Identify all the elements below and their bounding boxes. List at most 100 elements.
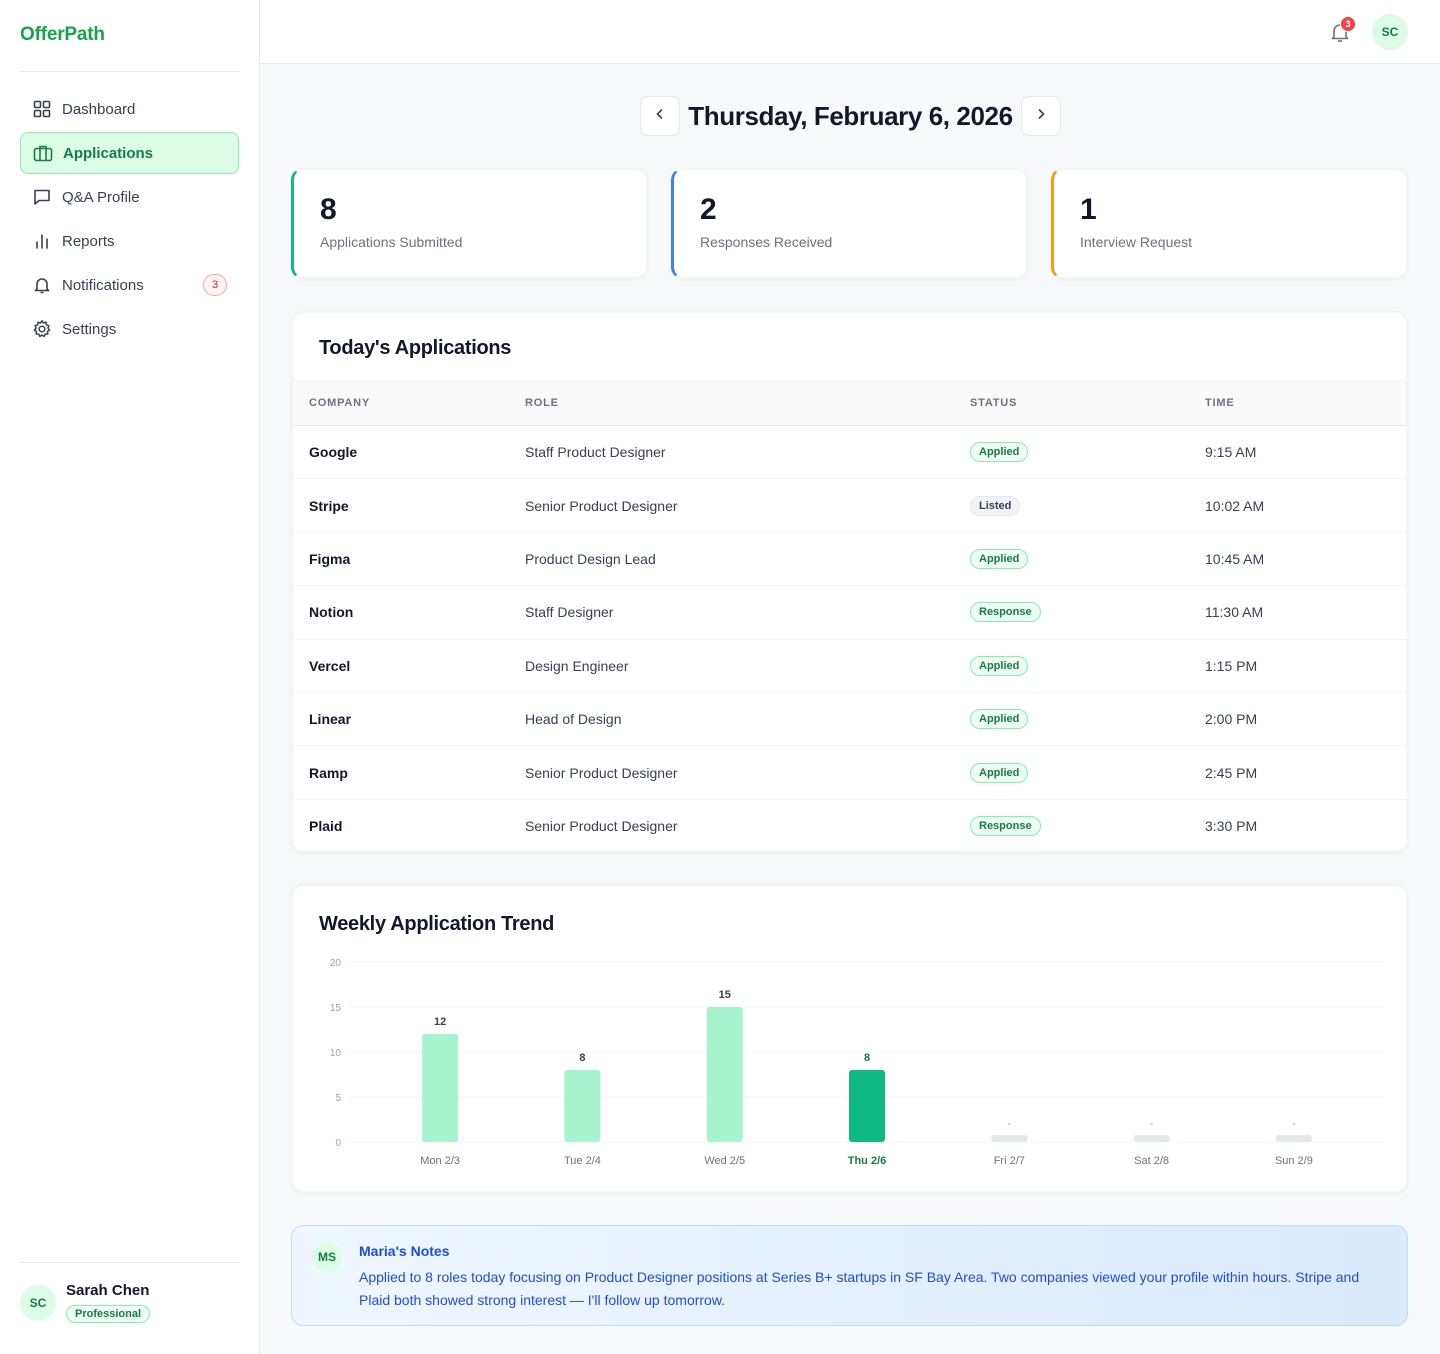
stat-label: Responses Received [700,234,833,250]
y-tick-label: 20 [330,958,342,969]
x-tick-label: Tue 2/4 [564,1155,601,1167]
table-row[interactable]: Figma Product Design Lead Applied 10:45 AM [293,532,1406,586]
chart-bar [564,1070,601,1142]
applications-table: COMPANY ROLE STATUS TIME Google Staff Pro… [293,380,1406,851]
gear-icon [32,319,52,339]
y-tick-label: 0 [335,1138,341,1149]
stat-value: 8 [320,193,337,226]
time-cell: 10:02 AM [1205,497,1265,514]
chevron-right-icon [1035,107,1047,125]
time-cell: 1:15 PM [1205,657,1258,674]
time-cell: 2:00 PM [1205,711,1258,728]
role-cell: Design Engineer [525,657,629,674]
status-cell: Applied [954,639,1189,692]
dashboard-icon [32,99,52,119]
next-day-button[interactable] [1020,96,1061,136]
chart-bar [706,1007,743,1142]
sidebar-item-reports[interactable]: Reports [20,220,239,262]
bar-value-label: - [1150,1118,1154,1130]
sidebar-item-label: Settings [62,320,117,338]
applications-panel: Today's Applications COMPANY ROLE STATUS… [291,311,1408,853]
sidebar-item-label: Applications [63,144,154,162]
table-row[interactable]: Linear Head of Design Applied 2:00 PM [293,692,1406,746]
status-badge: Response [970,816,1041,837]
status-cell: Listed [954,479,1189,532]
section-title: Today's Applications [319,337,512,359]
time-cell: 2:45 PM [1205,764,1258,781]
chart-bar-empty [1275,1135,1312,1142]
status-cell: Applied [954,426,1189,479]
company-cell: Vercel [309,657,351,674]
section-title: Weekly Application Trend [319,913,555,935]
x-tick-label: Thu 2/6 [848,1155,887,1167]
stat-value: 2 [700,193,717,226]
company-cell: Stripe [309,497,349,514]
bar-value-label: 8 [579,1052,585,1064]
sidebar-item-dashboard[interactable]: Dashboard [20,88,239,130]
company-cell: Ramp [309,764,348,781]
sidebar-item-label: Notifications [62,276,144,294]
x-tick-label: Sun 2/9 [1275,1155,1313,1167]
x-tick-label: Wed 2/5 [704,1155,745,1167]
time-cell: 10:45 AM [1205,550,1265,567]
stat-value: 1 [1080,193,1097,226]
table-row[interactable]: Ramp Senior Product Designer Applied 2:45 P… [293,746,1406,800]
previous-day-button[interactable] [640,96,680,136]
table-row[interactable]: Stripe Senior Product Designer Listed 10:02… [293,479,1406,533]
sidebar-item-notifications[interactable]: Notifications 3 [20,264,239,306]
avatar[interactable]: SC [1372,14,1408,50]
sidebar-item-label: Dashboard [62,100,136,118]
weekly-trend-panel: Weekly Application Trend 0 5 10 15 20 12 Mon 2… [291,884,1408,1193]
chart-bar-empty [1133,1135,1170,1142]
sidebar-item-settings[interactable]: Settings [20,308,239,350]
sidebar-item-label: Q&A Profile [62,188,140,206]
table-header-row: COMPANY ROLE STATUS TIME [293,380,1406,426]
company-cell: Notion [309,604,354,621]
bell-icon [32,275,52,295]
role-cell: Senior Product Designer [525,764,678,781]
chart-bar-empty [991,1135,1028,1142]
sidebar-item-qa-profile[interactable]: Q&A Profile [20,176,239,218]
user-profile[interactable]: SC Sarah Chen Professional [20,1282,151,1323]
status-cell: Applied [954,746,1189,799]
time-cell: 9:15 AM [1205,444,1257,461]
role-cell: Product Design Lead [525,550,656,567]
column-header-company[interactable]: COMPANY [309,397,371,409]
status-badge: Response [970,602,1041,623]
sidebar: OfferPath Dashboard Applications Q&A Pro… [0,0,260,1354]
weekly-trend-chart: 0 5 10 15 20 12 Mon 2/3 8 Tue 2/4 15 Wed 2/5 8 Thu 2… [330,958,1385,1167]
column-header-role[interactable]: ROLE [525,397,559,409]
chart-bar [422,1034,459,1142]
y-tick-label: 15 [330,1003,342,1014]
status-badge: Applied [970,548,1029,569]
bar-chart-icon [32,231,52,251]
role-cell: Head of Design [525,711,622,728]
time-cell: 3:30 PM [1205,818,1258,835]
status-cell: Applied [954,692,1189,745]
status-badge: Applied [970,762,1029,783]
sidebar-divider [20,1262,239,1263]
app-logo[interactable]: OfferPath [20,24,105,45]
x-tick-label: Sat 2/8 [1134,1155,1169,1167]
page-title: Thursday, February 6, 2026 [688,100,1013,131]
company-cell: Figma [309,550,351,567]
bar-value-label: - [1007,1118,1011,1130]
avatar: MS [312,1242,342,1272]
company-cell: Linear [309,711,352,728]
column-header-time[interactable]: TIME [1205,397,1235,409]
status-badge: Applied [970,442,1029,463]
table-row[interactable]: Google Staff Product Designer Applied 9:15 … [293,426,1406,479]
top-bar: 3 SC [260,0,1440,64]
status-cell: Applied [954,532,1189,585]
status-badge: Applied [970,655,1029,676]
bar-value-label: 8 [864,1052,870,1064]
y-tick-label: 10 [330,1048,342,1059]
sidebar-divider [20,71,239,72]
table-row[interactable]: Notion Staff Designer Response 11:30 AM [293,586,1406,640]
sidebar-item-applications[interactable]: Applications [20,132,239,174]
plan-badge: Professional [66,1305,151,1323]
table-row[interactable]: Plaid Senior Product Designer Response 3:30… [293,799,1406,851]
table-row[interactable]: Vercel Design Engineer Applied 1:15 PM [293,639,1406,693]
column-header-status[interactable]: STATUS [970,397,1018,409]
status-cell: Response [954,799,1189,851]
